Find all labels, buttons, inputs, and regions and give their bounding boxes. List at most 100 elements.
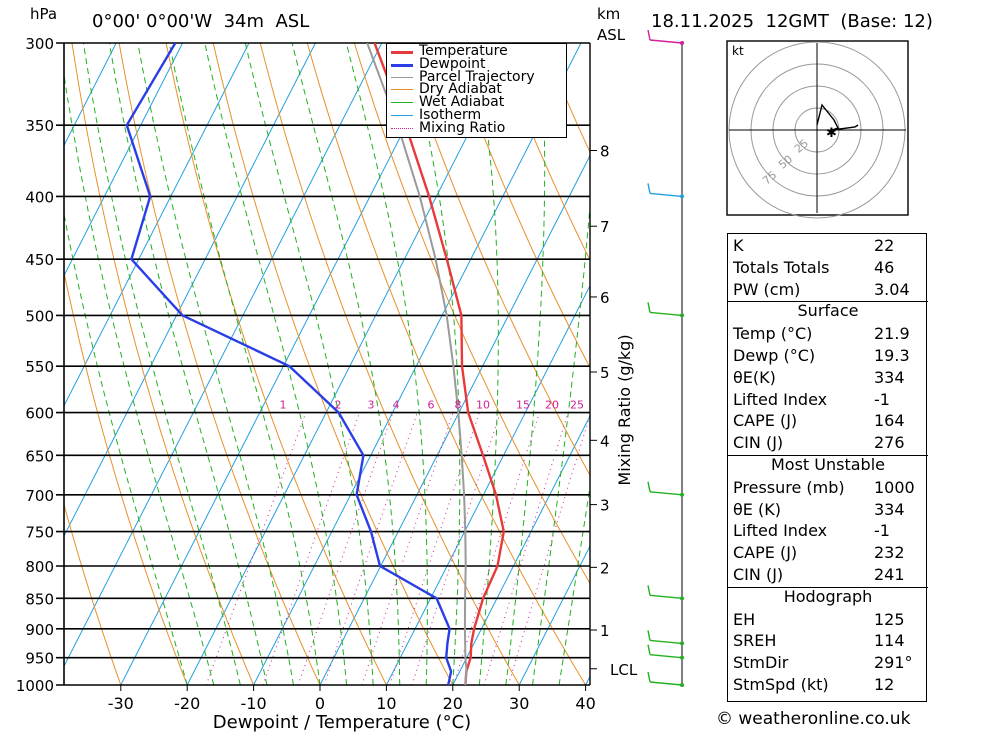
index-value: 1000	[874, 477, 915, 497]
isotherm-line	[253, 43, 582, 685]
most-unstable-section-title: Most Unstable	[771, 455, 885, 474]
wind-barb-flag	[647, 302, 651, 313]
wet-adiabat-line	[345, 43, 428, 685]
most-unstable-row: CIN (J) 241	[728, 564, 928, 585]
pressure-tick-label: 1000	[16, 677, 54, 695]
pressure-tick-label: 550	[25, 358, 54, 376]
dry-adiabat-line	[306, 43, 587, 685]
isotherm-line	[64, 43, 184, 277]
index-key: SREH	[733, 631, 777, 651]
index-panel: K 22 Totals Totals 46 PW (cm) 3.04 Surface Temp…	[727, 233, 928, 702]
wind-barb	[649, 192, 683, 198]
dry-adiabat-line	[448, 43, 590, 369]
index-key: PW (cm)	[733, 279, 801, 299]
wind-barb	[649, 653, 683, 659]
hodograph-ring-label: 50	[776, 153, 795, 172]
mixing-ratio-line	[507, 413, 590, 685]
surface-row: Temp (°C) 21.9	[728, 323, 928, 344]
temperature-profile	[373, 43, 506, 685]
index-key: Dewp (°C)	[733, 346, 816, 365]
km-tick-label: 6	[600, 289, 610, 307]
hodograph-section-title: Hodograph	[783, 586, 873, 606]
asl-label: ASL	[597, 26, 626, 44]
location-title: 0°00' 0°00'W 34m ASL	[92, 11, 310, 32]
wind-barb	[649, 639, 683, 645]
dry-adiabat-line	[400, 43, 590, 477]
index-separator	[728, 301, 928, 303]
km-tick-label: 8	[600, 142, 610, 160]
index-value: 12	[874, 675, 895, 694]
legend-label: Mixing Ratio	[419, 119, 506, 136]
mixing-ratio-tick-label: 6	[428, 399, 435, 412]
legend-label: Dry Adiabat	[419, 81, 502, 98]
mixing-ratio-tick-label: 10	[476, 399, 490, 412]
pressure-tick-label: 750	[25, 524, 54, 542]
wind-barb-flag	[647, 671, 651, 683]
km-label: km	[597, 5, 621, 23]
wet-adiabat-line	[137, 43, 294, 685]
wind-barb	[649, 311, 683, 317]
most-unstable-row: CAPE (J) 232	[728, 542, 928, 563]
index-separator	[728, 455, 928, 456]
km-tick-label: 5	[600, 364, 610, 382]
km-tick-label: 4	[600, 432, 610, 450]
legend-label: Wet Adiabat	[419, 94, 505, 111]
index-row: K 22	[728, 235, 928, 256]
legend: Temperature Dewpoint Parcel Trajectory Dry …	[386, 43, 567, 138]
index-key: Totals Totals	[733, 257, 830, 277]
index-key: EH	[733, 609, 756, 629]
pressure-tick-label: 900	[25, 621, 54, 639]
pressure-tick-label: 350	[25, 117, 54, 135]
index-key: K	[733, 236, 744, 255]
copyright: © weatheronline.co.uk	[716, 709, 911, 729]
mixing-ratio-line	[262, 412, 361, 685]
dewpoint-profile	[125, 43, 453, 685]
surface-row: CIN (J) 276	[728, 432, 928, 453]
isotherm-line	[64, 43, 383, 668]
pressure-tick-label: 650	[25, 447, 54, 465]
index-key: θE(K)	[733, 367, 776, 387]
mixing-ratio-tick-label: 3	[368, 399, 375, 412]
index-value: 3.04	[874, 279, 910, 299]
parcel-trajectory	[366, 43, 468, 685]
hodograph-row: StmSpd (kt) 12	[728, 674, 928, 695]
isotherm-line	[452, 414, 590, 685]
legend-swatch	[391, 63, 413, 67]
pressure-tick-label: 500	[25, 307, 54, 325]
index-value: 232	[874, 543, 905, 563]
legend-swatch	[391, 51, 413, 54]
index-key: θE (K)	[733, 499, 781, 519]
index-value: 114	[874, 631, 905, 651]
legend-entry: Wet Adiabat	[391, 94, 566, 111]
hodograph-row: StmDir 291°	[728, 652, 928, 673]
mixing-ratio-tick-label: 4	[393, 399, 400, 412]
index-value: 291°	[874, 653, 913, 673]
index-key: Lifted Index	[733, 521, 828, 541]
pressure-tick-label: 400	[25, 188, 54, 206]
wind-barb-flag	[647, 644, 651, 655]
index-key: Temp (°C)	[733, 324, 813, 344]
legend-entry: Dry Adiabat	[391, 81, 566, 98]
mixing-ratio-tick-label: 20	[545, 399, 559, 412]
x-tick-label: -20	[174, 694, 200, 713]
x-tick-label: -10	[241, 694, 267, 713]
mixing-ratio-tick-label: 2	[335, 399, 342, 412]
index-key: StmSpd (kt)	[733, 675, 829, 694]
surface-row: Lifted Index -1	[728, 389, 928, 410]
surface-row: CAPE (J) 164	[728, 410, 928, 431]
mixing-ratio-axis-title: Mixing Ratio (g/kg)	[615, 334, 634, 485]
index-key: CAPE (J)	[733, 543, 798, 563]
index-value: 334	[874, 367, 905, 387]
mixing-ratio-tick-label: 8	[455, 399, 462, 412]
index-key: CIN (J)	[733, 565, 784, 584]
hodograph-ring-label: 75	[760, 168, 779, 187]
index-value: 164	[874, 411, 905, 431]
isotherm-line	[64, 43, 117, 147]
km-tick-label: LCL	[610, 661, 638, 679]
x-tick-label: -30	[108, 694, 134, 713]
wind-barb-flag	[647, 29, 651, 41]
datetime-title: 18.11.2025 12GMT (Base: 12)	[651, 11, 933, 32]
x-tick-label: 0	[315, 694, 325, 713]
x-tick-label: 30	[509, 694, 529, 713]
legend-label: Parcel Trajectory	[419, 68, 535, 85]
